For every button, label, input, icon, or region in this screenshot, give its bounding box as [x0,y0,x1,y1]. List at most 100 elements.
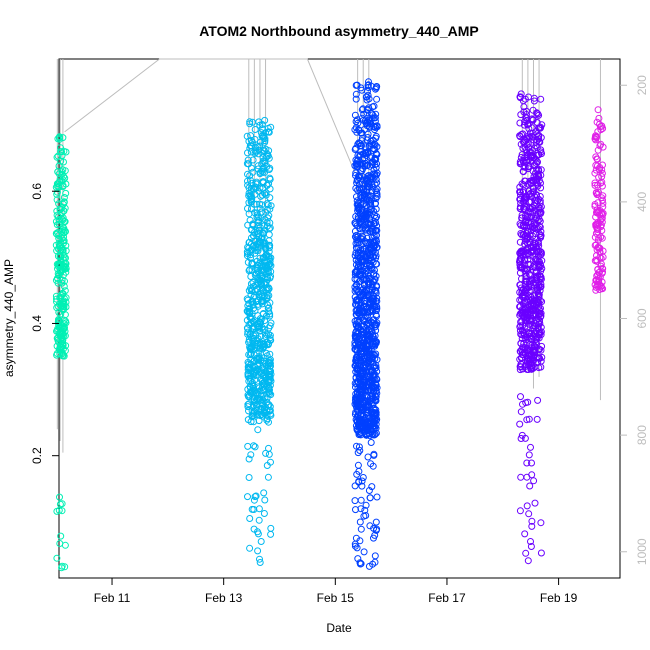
data-point [533,415,541,423]
gray-connector-line [64,58,356,173]
data-point [58,562,66,570]
data-point [529,167,537,175]
data-point [263,416,271,424]
data-point [369,136,377,144]
data-point [353,425,361,433]
data-point [536,307,544,315]
data-point [244,442,252,450]
data-point [55,506,63,514]
data-point [528,305,536,313]
data-point [535,195,543,203]
data-point [251,292,259,300]
data-point [256,555,263,563]
y-tick-label-2: 0.6 [30,183,44,200]
data-point [263,181,271,189]
data-point [263,341,271,349]
data-point [523,114,531,122]
data-point [60,297,68,305]
data-point [252,406,260,414]
data-point [523,473,531,481]
data-point [247,226,255,234]
data-point [247,356,255,364]
data-point [525,510,533,518]
data-point [354,461,362,469]
data-point [254,394,262,402]
data-point [53,188,61,196]
data-point [536,124,544,132]
data-point [247,132,255,140]
data-point [252,180,260,188]
data-point [261,280,269,288]
data-point [362,93,370,101]
data-point [537,283,544,291]
data-point [244,170,251,178]
data-point [527,248,535,256]
data-point [250,293,258,301]
data-point [266,312,274,320]
data-point [58,343,65,350]
data-point [251,376,259,384]
data-point [595,244,602,252]
data-point [249,222,257,229]
data-point [366,276,374,284]
data-point [364,308,372,316]
data-point [245,300,253,308]
data-point [369,387,377,395]
data-point [357,161,365,169]
data-point [255,118,263,126]
data-point [59,261,67,269]
data-point [537,232,544,240]
data-point [522,272,530,280]
data-point [359,418,367,425]
data-point [533,287,541,295]
data-point [245,160,252,168]
data-point [254,162,262,170]
data-point [54,252,62,260]
series-0 [52,133,70,572]
data-point [361,270,369,277]
data-point [372,155,380,163]
data-point [516,119,524,127]
x-axis-title: Date [326,621,352,635]
data-point [244,416,252,424]
data-point [257,192,265,200]
data-point [352,90,360,98]
data-point [367,439,375,446]
data-point [366,206,374,214]
data-point [62,189,70,197]
data-point [352,169,360,177]
data-point [261,226,269,234]
series-4 [591,106,607,294]
data-point [353,201,361,209]
data-point [362,313,370,320]
data-point [61,541,69,549]
data-point [259,165,267,173]
data-point [532,128,540,136]
data-point [255,356,263,364]
data-point [352,534,360,542]
data-point [351,339,359,347]
data-point [598,209,606,217]
right-axis: 200 400 600 800 1000 [620,75,649,565]
data-point [536,328,544,336]
data-point [372,176,380,183]
data-point [257,344,265,352]
data-point [354,176,362,183]
data-point [371,362,379,370]
data-point [521,530,529,538]
data-point [246,313,254,321]
data-point [265,450,273,458]
data-point [250,496,258,504]
r-tick-label-0: 200 [635,75,649,95]
data-point [352,95,360,103]
data-point [354,119,362,127]
data-point [263,200,271,208]
data-point [519,221,527,229]
data-point [352,506,359,514]
data-point [373,160,381,168]
data-point [371,558,379,566]
data-point [262,449,270,457]
data-point [364,398,372,406]
data-point [367,393,374,401]
data-point [530,144,538,152]
